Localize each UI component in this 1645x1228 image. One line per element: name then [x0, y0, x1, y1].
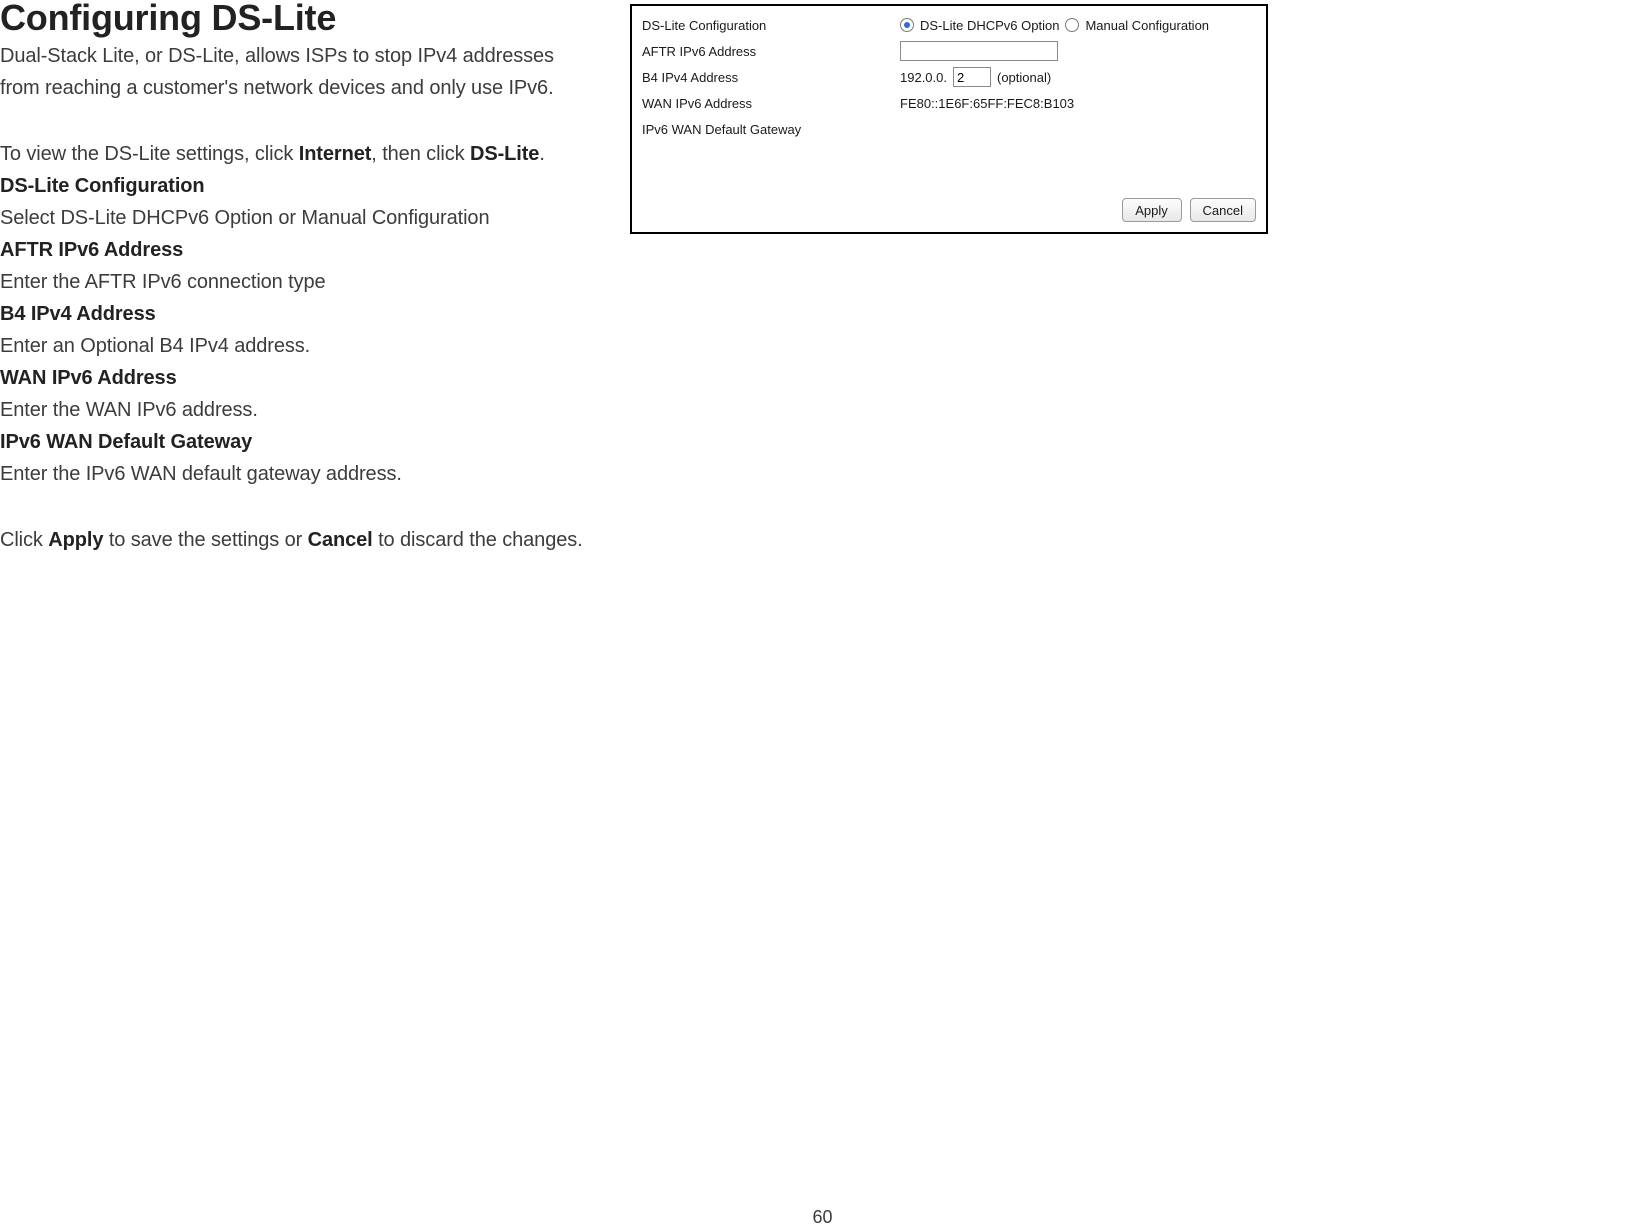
closing-bold-apply: Apply — [48, 529, 103, 551]
input-b4-ipv4[interactable] — [953, 67, 991, 87]
row-wan-ipv6-address: WAN IPv6 Address FE80::1E6F:65FF:FEC8:B1… — [632, 90, 1266, 116]
section-label-b4: B4 IPv4 Address — [0, 298, 630, 330]
input-aftr-ipv6[interactable] — [900, 41, 1058, 61]
nav-instruction: To view the DS-Lite settings, click Inte… — [0, 138, 630, 170]
label-b4-ipv4: B4 IPv4 Address — [642, 70, 900, 85]
section-desc-gw: Enter the IPv6 WAN default gateway addre… — [0, 458, 630, 490]
radio-label-dhcpv6: DS-Lite DHCPv6 Option — [920, 18, 1059, 33]
label-dslite-configuration: DS-Lite Configuration — [642, 18, 900, 33]
button-row: Apply Cancel — [1122, 198, 1256, 222]
closing-suffix: to discard the changes. — [373, 529, 583, 551]
row-aftr-ipv6-address: AFTR IPv6 Address — [632, 38, 1266, 64]
page-title: Configuring DS-Lite — [0, 0, 630, 36]
page-number: 60 — [0, 1207, 1645, 1228]
b4-suffix: (optional) — [997, 70, 1051, 85]
closing-mid: to save the settings or — [103, 529, 307, 551]
doc-left-column: Configuring DS-Lite Dual-Stack Lite, or … — [0, 0, 630, 556]
value-dslite-configuration: DS-Lite DHCPv6 Option Manual Configurati… — [900, 18, 1266, 33]
row-dslite-configuration: DS-Lite Configuration DS-Lite DHCPv6 Opt… — [632, 12, 1266, 38]
closing-instruction: Click Apply to save the settings or Canc… — [0, 524, 630, 556]
label-wan-ipv6: WAN IPv6 Address — [642, 96, 900, 111]
row-ipv6-wan-default-gateway: IPv6 WAN Default Gateway — [632, 116, 1266, 142]
intro-line-1: Dual-Stack Lite, or DS-Lite, allows ISPs… — [0, 40, 630, 72]
section-label-wan: WAN IPv6 Address — [0, 362, 630, 394]
documentation-page: Configuring DS-Lite Dual-Stack Lite, or … — [0, 0, 1645, 1228]
section-desc-aftr: Enter the AFTR IPv6 connection type — [0, 266, 630, 298]
section-label-gw: IPv6 WAN Default Gateway — [0, 426, 630, 458]
section-desc-b4: Enter an Optional B4 IPv4 address. — [0, 330, 630, 362]
intro-line-2: from reaching a customer's network devic… — [0, 72, 630, 104]
dslite-config-panel: DS-Lite Configuration DS-Lite DHCPv6 Opt… — [630, 4, 1268, 234]
section-label-aftr: AFTR IPv6 Address — [0, 234, 630, 266]
nav-mid: , then click — [371, 143, 470, 165]
closing-prefix: Click — [0, 529, 48, 551]
value-wan-ipv6: FE80::1E6F:65FF:FEC8:B103 — [900, 96, 1266, 111]
section-label-dslite-cfg: DS-Lite Configuration — [0, 170, 630, 202]
radio-dhcpv6-option[interactable] — [900, 18, 914, 32]
row-b4-ipv4-address: B4 IPv4 Address 192.0.0. (optional) — [632, 64, 1266, 90]
cancel-button[interactable]: Cancel — [1190, 198, 1256, 222]
radio-label-manual: Manual Configuration — [1085, 18, 1209, 33]
nav-bold-dslite: DS-Lite — [470, 143, 539, 165]
b4-prefix: 192.0.0. — [900, 70, 947, 85]
nav-suffix: . — [539, 143, 544, 165]
section-desc-wan: Enter the WAN IPv6 address. — [0, 394, 630, 426]
apply-button[interactable]: Apply — [1122, 198, 1182, 222]
radio-manual-configuration[interactable] — [1065, 18, 1079, 32]
value-b4-ipv4: 192.0.0. (optional) — [900, 67, 1266, 87]
closing-bold-cancel: Cancel — [308, 529, 373, 551]
nav-prefix: To view the DS-Lite settings, click — [0, 143, 299, 165]
label-aftr-ipv6: AFTR IPv6 Address — [642, 44, 900, 59]
section-desc-dslite-cfg: Select DS-Lite DHCPv6 Option or Manual C… — [0, 202, 630, 234]
label-ipv6-wan-gateway: IPv6 WAN Default Gateway — [642, 122, 900, 137]
nav-bold-internet: Internet — [299, 143, 372, 165]
wan-ipv6-value: FE80::1E6F:65FF:FEC8:B103 — [900, 96, 1074, 111]
value-aftr-ipv6 — [900, 41, 1266, 61]
